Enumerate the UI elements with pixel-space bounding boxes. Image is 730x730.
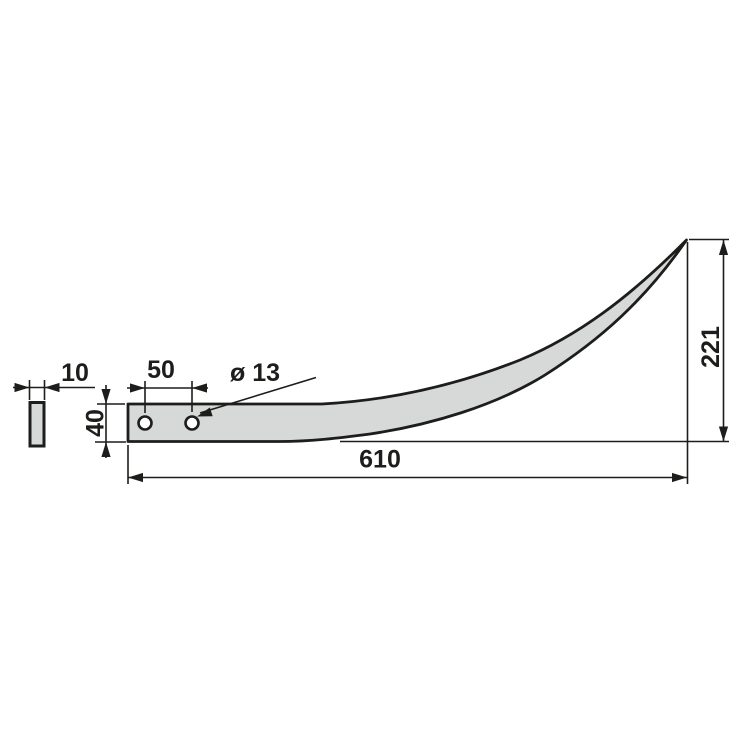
label-tip-height: 221 <box>697 326 725 368</box>
arrowhead-up-icon <box>718 240 729 255</box>
arrowhead-right-icon <box>14 382 30 393</box>
dim-shank-height <box>95 385 126 458</box>
label-overall-length: 610 <box>359 446 401 474</box>
arrowhead-right-icon <box>130 383 145 393</box>
dim-tip-height <box>340 238 729 443</box>
dimension-labels: 10 50 ø 13 40 610 221 <box>61 326 725 473</box>
arrowhead-right-icon <box>672 472 687 483</box>
dim-hole-spacing <box>127 381 208 413</box>
arrowhead-left-icon <box>128 472 143 483</box>
arrowhead-left-icon <box>44 382 60 393</box>
label-shank-height: 40 <box>82 409 110 437</box>
label-hole-spacing: 50 <box>147 356 175 384</box>
arrowhead-down-icon <box>718 426 729 442</box>
arrowhead-down-icon <box>101 389 111 404</box>
cross-section-view <box>28 401 46 448</box>
cross-section-rect <box>28 401 46 448</box>
blade-side-view <box>126 238 688 443</box>
dim-hole-diameter <box>197 376 317 417</box>
label-hole-diameter: ø 13 <box>230 359 280 387</box>
dim-overall-length <box>127 242 689 484</box>
dimension-linework <box>13 238 729 484</box>
mounting-hole-1 <box>137 415 153 431</box>
leader-arrowhead-icon <box>197 407 213 417</box>
arrowhead-left-icon <box>192 383 207 393</box>
label-section-width: 10 <box>61 359 89 387</box>
dim-section-width <box>13 380 95 400</box>
mounting-hole-2 <box>184 415 200 431</box>
leader-line <box>199 376 317 414</box>
blade-outline <box>126 238 688 443</box>
arrowhead-up-icon <box>101 442 111 457</box>
